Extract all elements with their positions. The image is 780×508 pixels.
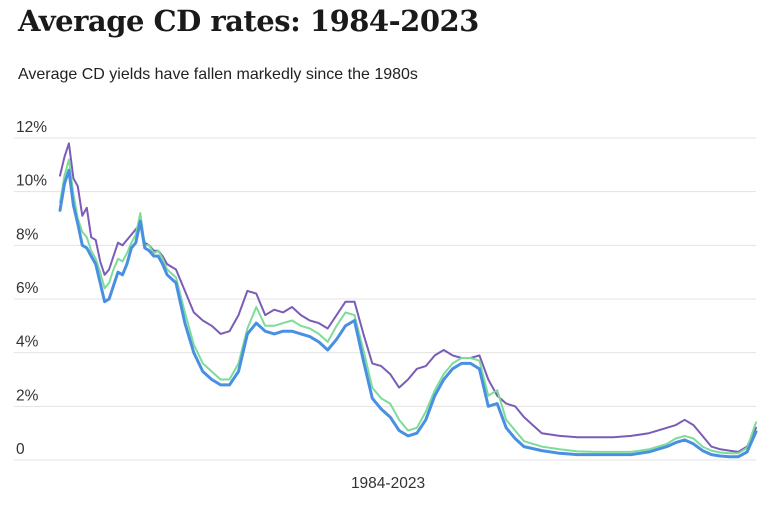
chart-subtitle: Average CD yields have fallen markedly s…	[18, 66, 418, 83]
y-tick-label: 4%	[16, 334, 39, 351]
series-line-1	[59, 142, 757, 453]
x-axis-label: 1984-2023	[351, 475, 425, 492]
series-line-3	[58, 168, 758, 459]
y-tick-label: 6%	[16, 280, 39, 297]
y-tick-label: 10%	[16, 173, 47, 190]
y-tick-label: 2%	[16, 387, 39, 404]
chart-title: Average CD rates: 1984-2023	[18, 4, 479, 38]
y-tick-label: 12%	[16, 119, 47, 136]
y-tick-label: 8%	[16, 226, 39, 243]
series-line-2	[59, 158, 757, 455]
y-tick-label: 0	[16, 441, 25, 458]
